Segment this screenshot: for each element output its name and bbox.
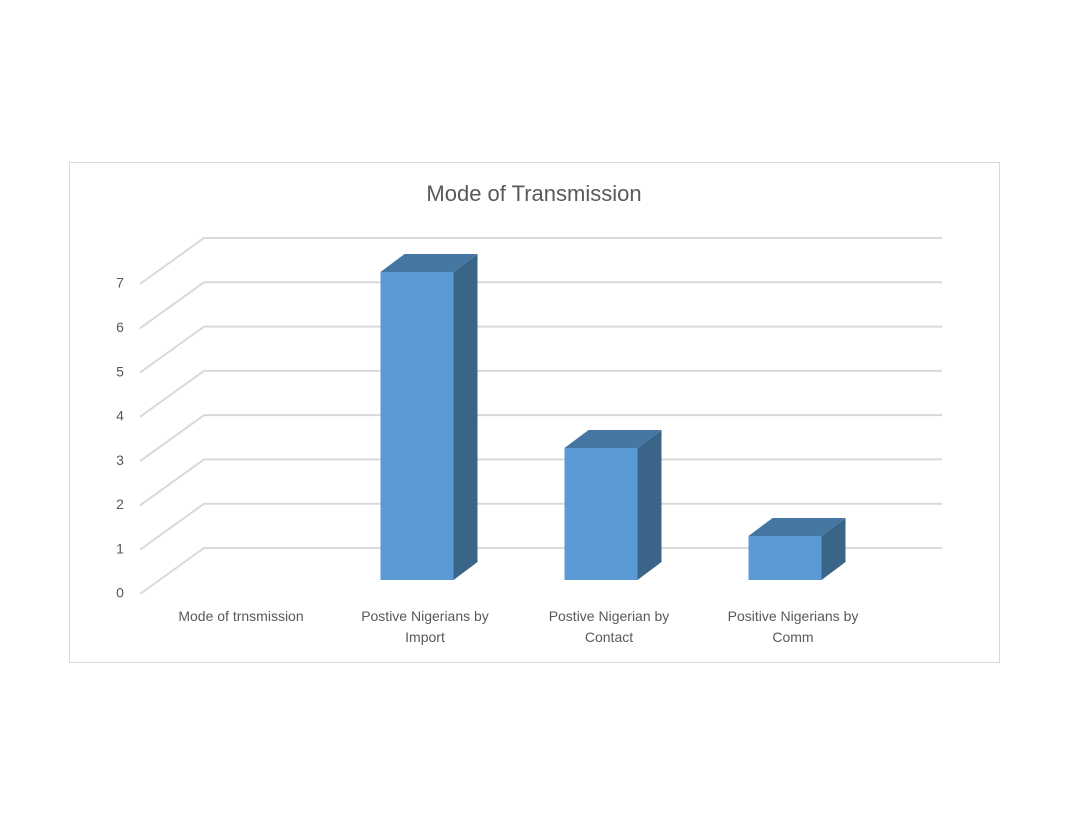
x-tick-label: Mode of trnsmission	[178, 608, 304, 624]
bar-top	[380, 254, 478, 272]
bar-front	[748, 536, 822, 580]
x-tick-label: Postive Nigerian by Contact	[548, 608, 670, 645]
y-tick-label: 6	[116, 319, 124, 335]
bar-front	[564, 448, 638, 580]
y-tick-label: 2	[116, 496, 124, 512]
bar-side	[821, 518, 846, 580]
grid-line	[139, 325, 942, 374]
bar	[380, 254, 478, 580]
y-tick-label: 0	[116, 585, 124, 601]
y-tick-label: 5	[116, 363, 124, 379]
y-tick-label: 4	[116, 408, 124, 424]
grid-line	[139, 458, 942, 507]
y-tick-label: 7	[116, 275, 124, 291]
x-tick-label: Positive Nigerians by Comm	[727, 608, 859, 645]
x-tick-label: Postive Nigerians by Import	[361, 608, 489, 645]
bar-side	[637, 430, 662, 580]
bar	[564, 430, 662, 580]
bar-front	[380, 272, 454, 580]
bar	[748, 518, 846, 580]
grid-line	[139, 414, 942, 462]
bar-top	[564, 430, 662, 448]
y-tick-label: 3	[116, 452, 124, 468]
bar-top	[748, 518, 846, 536]
grid-line	[139, 237, 942, 285]
bar-side	[453, 254, 478, 580]
grid-line	[139, 369, 942, 418]
grid-line	[139, 281, 942, 330]
y-tick-label: 1	[116, 540, 124, 556]
chart-frame	[69, 162, 1000, 663]
grid-line	[139, 547, 942, 595]
grid-line	[139, 502, 942, 551]
chart-title: Mode of Transmission	[426, 181, 641, 206]
